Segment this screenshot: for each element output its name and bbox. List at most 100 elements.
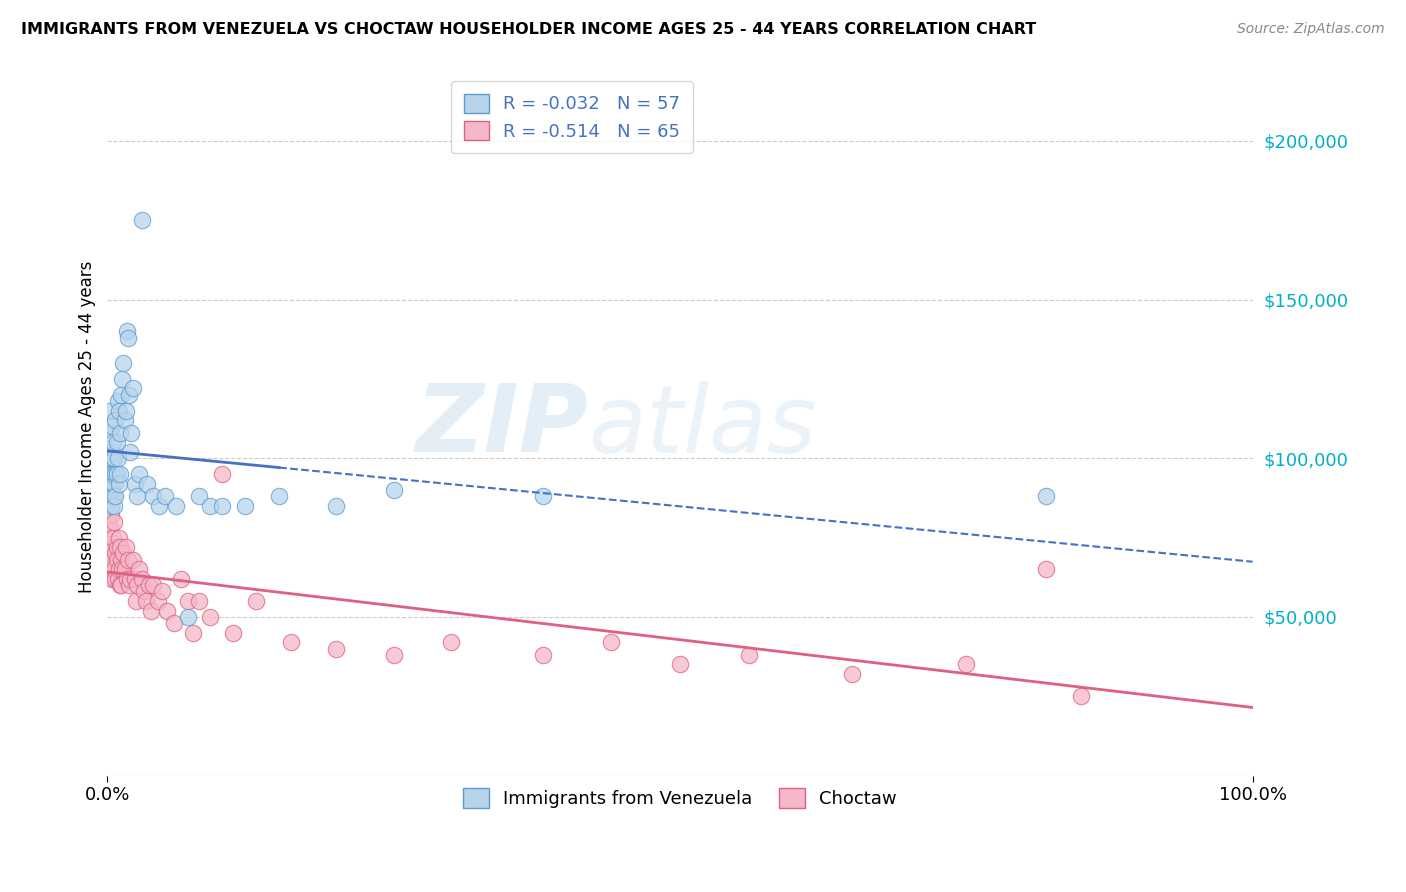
Point — [138, 578, 160, 592]
Point — [103, 499, 125, 513]
Point — [280, 635, 302, 649]
Point — [150, 584, 173, 599]
Point — [118, 578, 141, 592]
Point — [104, 467, 127, 481]
Point — [181, 625, 204, 640]
Point — [131, 572, 153, 586]
Point — [101, 489, 124, 503]
Point — [600, 635, 623, 649]
Point — [100, 467, 122, 481]
Point — [111, 562, 134, 576]
Point — [108, 578, 131, 592]
Point — [98, 489, 121, 503]
Point — [104, 489, 127, 503]
Point — [1035, 489, 1057, 503]
Point — [146, 594, 169, 608]
Point — [1070, 689, 1092, 703]
Point — [111, 372, 134, 386]
Point — [139, 603, 162, 617]
Point — [131, 213, 153, 227]
Text: atlas: atlas — [588, 381, 817, 472]
Point — [382, 483, 405, 497]
Point — [114, 403, 136, 417]
Point — [100, 508, 122, 523]
Point — [124, 572, 146, 586]
Point — [148, 499, 170, 513]
Point — [142, 489, 165, 503]
Point — [104, 413, 127, 427]
Point — [103, 451, 125, 466]
Point — [200, 610, 222, 624]
Point — [112, 356, 135, 370]
Point — [233, 499, 256, 513]
Point — [97, 531, 120, 545]
Point — [104, 546, 127, 560]
Point — [108, 562, 131, 576]
Point — [103, 562, 125, 576]
Point — [120, 445, 142, 459]
Text: IMMIGRANTS FROM VENEZUELA VS CHOCTAW HOUSEHOLDER INCOME AGES 25 - 44 YEARS CORRE: IMMIGRANTS FROM VENEZUELA VS CHOCTAW HOU… — [21, 22, 1036, 37]
Point — [121, 553, 143, 567]
Point — [101, 467, 124, 481]
Point — [105, 540, 128, 554]
Point — [128, 562, 150, 576]
Point — [325, 499, 347, 513]
Y-axis label: Householder Income Ages 25 - 44 years: Householder Income Ages 25 - 44 years — [79, 260, 96, 592]
Point — [132, 584, 155, 599]
Point — [100, 499, 122, 513]
Point — [101, 540, 124, 554]
Point — [325, 641, 347, 656]
Point — [120, 425, 142, 440]
Point — [108, 531, 131, 545]
Point — [165, 499, 187, 513]
Point — [531, 648, 554, 662]
Point — [110, 553, 132, 567]
Point — [142, 578, 165, 592]
Point — [115, 572, 138, 586]
Point — [112, 546, 135, 560]
Point — [101, 553, 124, 567]
Point — [125, 594, 148, 608]
Point — [124, 476, 146, 491]
Point — [841, 667, 863, 681]
Point — [118, 388, 141, 402]
Point — [127, 578, 149, 592]
Point — [737, 648, 759, 662]
Point — [121, 381, 143, 395]
Point — [188, 594, 211, 608]
Point — [108, 540, 131, 554]
Point — [955, 657, 977, 672]
Point — [97, 425, 120, 440]
Point — [103, 476, 125, 491]
Point — [105, 467, 128, 481]
Point — [114, 562, 136, 576]
Point — [107, 451, 129, 466]
Point — [1035, 562, 1057, 576]
Point — [117, 331, 139, 345]
Point — [127, 489, 149, 503]
Point — [110, 388, 132, 402]
Point — [114, 540, 136, 554]
Point — [101, 451, 124, 466]
Point — [156, 603, 179, 617]
Point — [100, 445, 122, 459]
Point — [188, 489, 211, 503]
Point — [114, 413, 136, 427]
Point — [98, 521, 121, 535]
Point — [245, 594, 267, 608]
Point — [222, 625, 245, 640]
Point — [98, 403, 121, 417]
Legend: Immigrants from Venezuela, Choctaw: Immigrants from Venezuela, Choctaw — [456, 781, 904, 815]
Point — [108, 403, 131, 417]
Point — [135, 594, 157, 608]
Point — [211, 467, 233, 481]
Point — [103, 515, 125, 529]
Point — [115, 324, 138, 338]
Point — [120, 572, 142, 586]
Point — [101, 419, 124, 434]
Point — [108, 425, 131, 440]
Point — [117, 553, 139, 567]
Point — [101, 435, 124, 450]
Point — [101, 483, 124, 497]
Point — [269, 489, 291, 503]
